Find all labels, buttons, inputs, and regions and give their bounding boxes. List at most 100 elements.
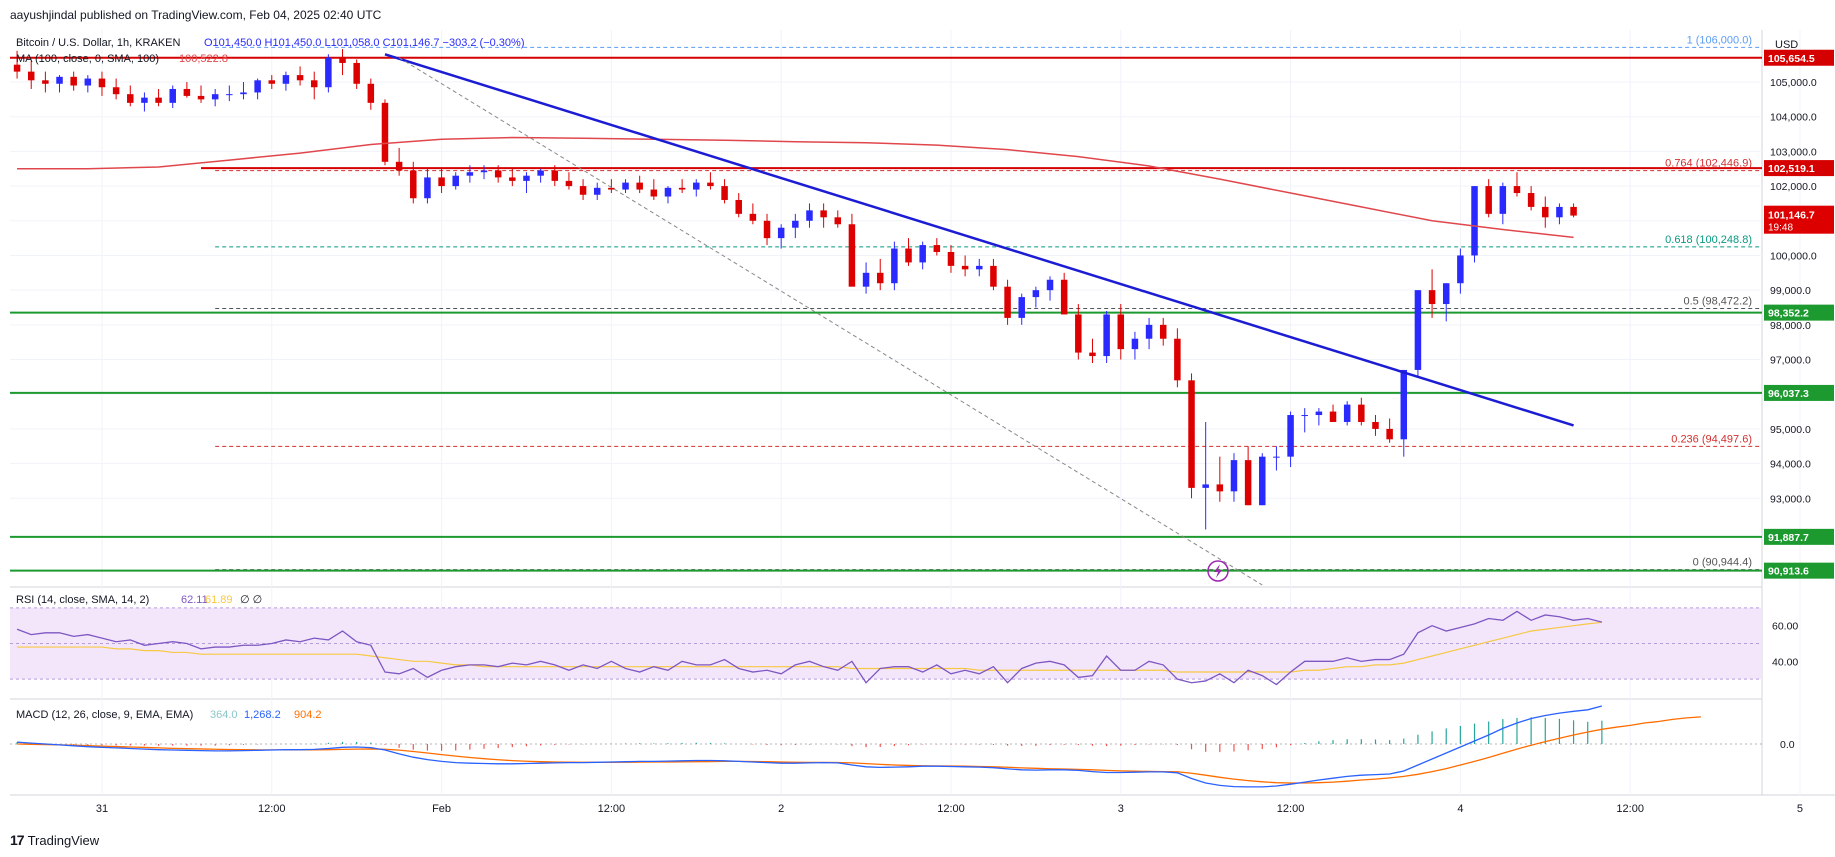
candle-body <box>1358 404 1365 422</box>
candle-body <box>876 272 884 284</box>
time-tick-label: 5 <box>1797 803 1803 815</box>
price-level-tag-label: 91,887.7 <box>1768 532 1809 544</box>
fib-level-label: 0 (90,944.4) <box>1693 557 1752 569</box>
candle-body <box>494 170 502 178</box>
chart-overlays <box>17 53 1574 586</box>
price-level-tag-label: 90,913.6 <box>1768 566 1809 578</box>
candle-body <box>1499 186 1507 214</box>
candle-body <box>1372 421 1379 429</box>
price-tick-label: 100,000.0 <box>1770 250 1817 262</box>
support-resistance-lines <box>10 56 1762 572</box>
candle-body <box>1428 290 1436 305</box>
last-price-tag <box>1764 205 1834 234</box>
candle-body <box>509 177 516 181</box>
candle-body <box>1018 297 1025 318</box>
macd-signal-value: 904.2 <box>294 709 322 721</box>
candle-body <box>155 97 162 103</box>
price-tick-label: 103,000.0 <box>1770 146 1817 158</box>
countdown-label: 19:48 <box>1768 223 1793 234</box>
candle-body <box>452 175 459 187</box>
symbol-title[interactable]: Bitcoin / U.S. Dollar, 1h, KRAKEN <box>16 37 181 49</box>
candle-body <box>296 75 304 81</box>
last-price-label: 101,146.7 <box>1768 210 1815 222</box>
candle-body <box>183 88 191 96</box>
candle-body <box>862 272 870 287</box>
candle-body <box>693 182 700 190</box>
price-tick-label: 97,000.0 <box>1770 355 1811 367</box>
candle-body <box>891 248 898 284</box>
price-level-tag-label: 105,654.5 <box>1768 53 1815 65</box>
tradingview-branding[interactable]: 17 TradingView <box>10 832 99 848</box>
price-tick-label: 104,000.0 <box>1770 112 1817 124</box>
price-axis[interactable]: 93,000.094,000.095,000.096,000.097,000.0… <box>1764 49 1834 579</box>
candle-body <box>1032 290 1040 298</box>
candle-body <box>254 80 261 93</box>
candle-body <box>1244 460 1252 506</box>
candle-body <box>1159 324 1167 339</box>
candle-body <box>565 180 573 187</box>
candle-body <box>777 227 785 239</box>
candle-body <box>579 186 587 195</box>
candle-body <box>1442 283 1450 305</box>
candle-body <box>551 170 559 181</box>
candle-body <box>410 170 417 199</box>
candle-body <box>70 76 77 86</box>
ma-indicator-label[interactable]: MA (100, close, 0, SMA, 100) <box>16 53 159 65</box>
candle-body <box>1103 314 1110 357</box>
rsi-value: 62.11 <box>181 594 208 606</box>
candle-body <box>749 213 757 221</box>
candle-body <box>56 76 63 84</box>
candle-body <box>947 252 955 266</box>
price-level-tag-label: 98,352.2 <box>1768 308 1809 320</box>
candle-body <box>1301 415 1308 417</box>
fib-level-label: 0.5 (98,472.2) <box>1684 295 1753 307</box>
candle-body <box>523 175 530 181</box>
candle-body <box>438 177 445 187</box>
time-tick-label: 12:00 <box>1616 803 1644 815</box>
candle-body <box>211 94 219 100</box>
candle-body <box>537 170 544 176</box>
candle-body <box>919 245 926 263</box>
fib-level-label: 1 (106,000.0) <box>1687 34 1752 46</box>
candle-body <box>650 189 658 197</box>
candle-body <box>1131 338 1139 350</box>
rsi-extra: ∅ ∅ <box>240 594 262 606</box>
candle-body <box>84 78 92 86</box>
price-level-tag-label: 102,519.1 <box>1768 163 1815 175</box>
lightning-icon[interactable] <box>1207 560 1229 582</box>
macd-label[interactable]: MACD (12, 26, close, 9, EMA, EMA) <box>16 709 193 721</box>
candle-body <box>608 187 615 190</box>
candle-body <box>1315 411 1323 416</box>
price-level-tag <box>1764 528 1834 545</box>
candle-body <box>1527 193 1535 207</box>
macd-hist-value: 364.0 <box>210 709 238 721</box>
candle-body <box>1089 352 1096 357</box>
rsi-tick-label: 60.00 <box>1772 621 1798 633</box>
candle-body <box>1542 206 1549 218</box>
time-tick-label: Feb <box>432 803 451 815</box>
rsi-label[interactable]: RSI (14, close, SMA, 14, 2) <box>16 594 149 606</box>
candlestick-series <box>13 49 1577 530</box>
candle-body <box>395 161 403 171</box>
candle-body <box>27 71 35 81</box>
candle-body <box>763 220 771 239</box>
candle-body <box>1287 415 1294 457</box>
candle-body <box>1060 279 1068 315</box>
time-tick-label: 12:00 <box>598 803 626 815</box>
candle-body <box>1004 286 1011 318</box>
candle-body <box>1570 206 1577 216</box>
fib-level-label: 0.618 (100,248.8) <box>1665 234 1752 246</box>
candle-body <box>339 57 346 63</box>
candle-body <box>1259 456 1266 506</box>
candle-body <box>1414 290 1422 370</box>
price-tick-label: 95,000.0 <box>1770 424 1811 436</box>
ohlc-values: O101,450.0 H101,450.0 L101,058.0 C101,14… <box>204 37 524 49</box>
tradingview-brand-label: TradingView <box>27 832 100 848</box>
candle-body <box>1513 186 1521 194</box>
price-level-tag <box>1764 384 1834 401</box>
candle-body <box>721 186 728 200</box>
currency-label[interactable]: USD <box>1775 39 1798 51</box>
candle-body <box>424 177 431 199</box>
